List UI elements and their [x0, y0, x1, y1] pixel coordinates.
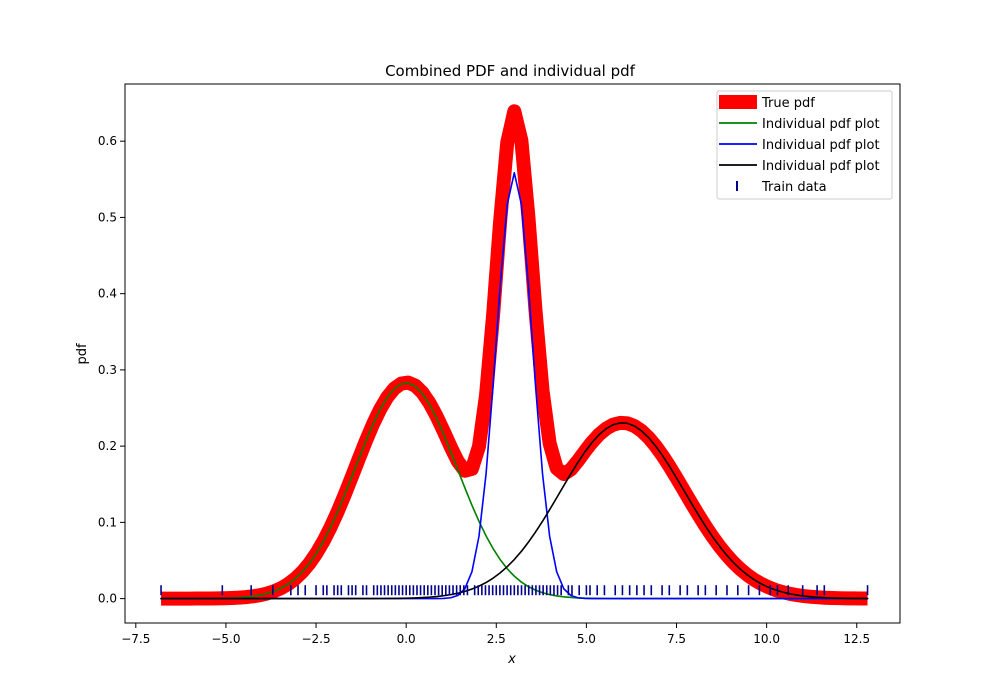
x-tick-label-8: 12.5: [843, 632, 870, 646]
x-tick-label-7: 10.0: [753, 632, 780, 646]
y-axis-label: pdf: [75, 343, 90, 365]
y-tick-label-1: 0.1: [98, 515, 117, 529]
y-tick-label-4: 0.4: [98, 287, 117, 301]
legend-label-2: Individual pdf plot: [762, 138, 880, 153]
legend-label-4: Train data: [761, 180, 827, 195]
x-tick-label-6: 7.5: [667, 632, 686, 646]
x-tick-label-1: −5.0: [211, 632, 240, 646]
y-tick-label-0: 0.0: [98, 592, 117, 606]
legend-label-3: Individual pdf plot: [762, 159, 880, 174]
y-tick-label-2: 0.2: [98, 439, 117, 453]
y-tick-label-5: 0.5: [98, 210, 117, 224]
x-tick-label-4: 2.5: [487, 632, 506, 646]
y-tick-label-3: 0.3: [98, 363, 117, 377]
chart-title: Combined PDF and individual pdf: [385, 62, 636, 80]
x-tick-label-0: −7.5: [121, 632, 150, 646]
legend: True pdf Individual pdf plot Individual pd…: [717, 91, 892, 199]
y-tick-label-6: 0.6: [98, 134, 117, 148]
legend-label-1: Individual pdf plot: [762, 117, 880, 132]
x-tick-label-2: −2.5: [301, 632, 330, 646]
x-tick-label-3: 0.0: [397, 632, 416, 646]
legend-label-0: True pdf: [761, 96, 815, 111]
x-tick-label-5: 5.0: [577, 632, 596, 646]
x-axis-label: x: [507, 652, 516, 667]
